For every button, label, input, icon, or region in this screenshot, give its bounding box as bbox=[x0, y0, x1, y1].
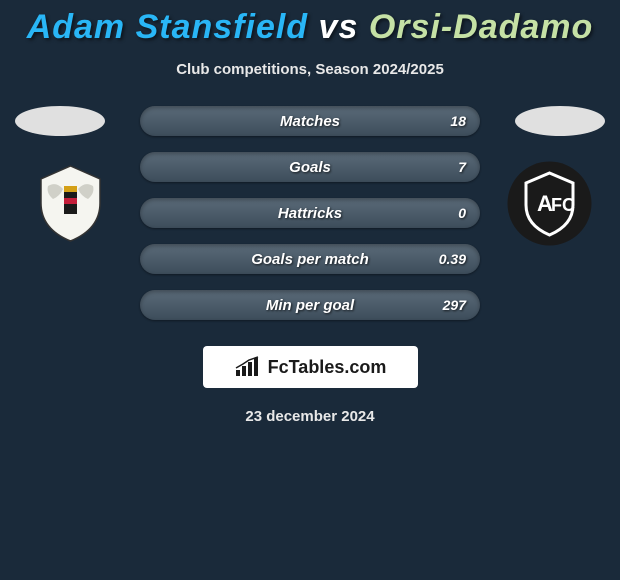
stat-bars: Matches 18 Goals 7 Hattricks 0 Goals per… bbox=[140, 106, 480, 320]
stat-label: Goals bbox=[289, 159, 331, 176]
stat-value-right: 18 bbox=[450, 113, 466, 129]
stat-bar: Min per goal 297 bbox=[140, 290, 480, 320]
stat-bar: Goals 7 bbox=[140, 152, 480, 182]
stat-label: Hattricks bbox=[278, 205, 342, 222]
stat-value-right: 0.39 bbox=[439, 251, 466, 267]
svg-text:FC: FC bbox=[551, 195, 575, 215]
chart-icon bbox=[234, 356, 262, 378]
stat-bar: Matches 18 bbox=[140, 106, 480, 136]
club-badge-left bbox=[28, 161, 113, 246]
brand-box[interactable]: FcTables.com bbox=[203, 346, 418, 388]
stat-value-right: 297 bbox=[443, 297, 466, 313]
comparison-content: A FC Matches 18 Goals 7 Hattricks 0 Goal… bbox=[0, 106, 620, 425]
stat-bar: Goals per match 0.39 bbox=[140, 244, 480, 274]
stat-value-right: 7 bbox=[458, 159, 466, 175]
player2-name: Orsi-Dadamo bbox=[369, 8, 594, 46]
stat-value-right: 0 bbox=[458, 205, 466, 221]
player1-name: Adam Stansfield bbox=[27, 8, 308, 46]
player2-avatar-placeholder bbox=[515, 106, 605, 136]
comparison-title: Adam Stansfield vs Orsi-Dadamo bbox=[0, 0, 620, 47]
stat-label: Matches bbox=[280, 113, 340, 130]
club-badge-right: A FC bbox=[507, 161, 592, 246]
stat-label: Min per goal bbox=[266, 297, 354, 314]
subtitle: Club competitions, Season 2024/2025 bbox=[0, 61, 620, 78]
brand-text: FcTables.com bbox=[268, 357, 387, 378]
date-text: 23 december 2024 bbox=[0, 408, 620, 425]
stat-label: Goals per match bbox=[251, 251, 369, 268]
vs-text: vs bbox=[319, 8, 359, 46]
player1-avatar-placeholder bbox=[15, 106, 105, 136]
stat-bar: Hattricks 0 bbox=[140, 198, 480, 228]
